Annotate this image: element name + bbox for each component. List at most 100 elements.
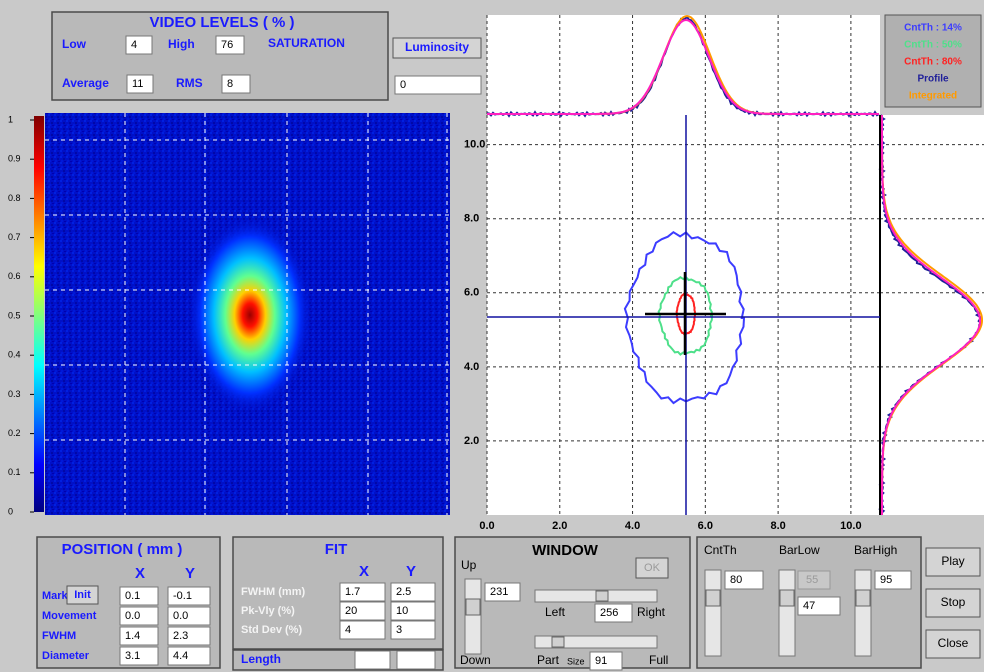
barlow-scroll[interactable] [778, 569, 796, 657]
legend-entry: CntTh : 80% [904, 57, 962, 68]
colorbar-tick-label: 1 [8, 114, 13, 124]
position-row-label: FWHM [42, 630, 76, 642]
y-tick-label: 2.0 [464, 435, 479, 447]
video-levels-panel [51, 11, 389, 101]
barlow-min-box [797, 570, 831, 590]
colorbar-tick-label: 0.1 [8, 467, 21, 477]
legend-entry: Profile [917, 74, 949, 85]
barhigh-value: 95 [880, 574, 892, 586]
rms-value-box[interactable] [221, 74, 251, 94]
barhigh-scroll[interactable] [854, 569, 872, 657]
position-y-box[interactable] [167, 586, 211, 606]
fit-x-box[interactable] [339, 582, 386, 602]
ok-button[interactable] [635, 557, 669, 579]
low-label: Low [62, 37, 87, 51]
barhigh-label: BarHigh [854, 543, 897, 557]
up-value-box[interactable] [484, 582, 521, 602]
side-fit [881, 115, 982, 515]
beam-spot [188, 217, 312, 413]
x-tick-label: 10.0 [840, 520, 861, 532]
fit-x: 20 [345, 605, 357, 617]
size-value-box[interactable] [589, 651, 623, 671]
init: Init [74, 589, 91, 601]
position-y-box[interactable] [167, 626, 211, 646]
fit-y: 10 [396, 605, 408, 617]
average-value: 11 [132, 78, 143, 90]
legend-entry: CntTh : 14% [904, 23, 962, 34]
part-label: Part [537, 653, 560, 667]
barhigh-value-box[interactable] [874, 570, 912, 590]
fit-x-box[interactable] [339, 601, 386, 621]
window-hscroll-bottom-thumb[interactable] [551, 636, 565, 648]
position-y: 2.3 [173, 630, 188, 642]
position-x-box[interactable] [119, 626, 159, 646]
fit-x: 1.7 [345, 586, 360, 598]
init-button[interactable] [66, 585, 99, 605]
window-vscroll[interactable] [464, 578, 482, 655]
barlow-value-box[interactable] [797, 596, 841, 616]
position-y: 0.0 [173, 610, 188, 622]
position-x-box[interactable] [119, 586, 159, 606]
fit-col-x: X [359, 563, 369, 580]
length-x-box[interactable] [354, 650, 391, 670]
luminosity-value: 0 [400, 79, 406, 91]
colorbar-tick-label: 0 [8, 506, 13, 516]
average-value-box[interactable] [126, 74, 154, 94]
up-value: 231 [490, 586, 508, 598]
y-tick-label: 8.0 [464, 213, 479, 225]
full-label: Full [649, 653, 668, 667]
fit-y-box[interactable] [390, 582, 436, 602]
fit-x-box[interactable] [339, 620, 386, 640]
position-y-box[interactable] [167, 606, 211, 626]
action-button[interactable] [925, 588, 981, 618]
position-col-y: Y [185, 565, 195, 582]
video-levels-title: VIDEO LEVELS ( % ) [149, 14, 294, 31]
position-x: 1.4 [125, 630, 140, 642]
length-y-box[interactable] [396, 650, 436, 670]
left-label: Left [545, 605, 566, 619]
fit-y-box[interactable] [390, 620, 436, 640]
colorbar [34, 116, 44, 512]
luminosity-value-box[interactable] [394, 75, 482, 95]
high-label: High [168, 37, 195, 51]
window-vscroll-thumb[interactable] [465, 598, 481, 616]
y-tick-label: 6.0 [464, 287, 479, 299]
length-label: Length [241, 652, 281, 666]
up-label: Up [461, 558, 477, 572]
position-x: 0.1 [125, 590, 140, 602]
window-hscroll-bottom[interactable] [534, 635, 658, 649]
fit-row-label: Std Dev (%) [241, 624, 302, 636]
cntth-value-box[interactable] [724, 570, 764, 590]
center-value-box[interactable] [594, 603, 633, 623]
top-fit [487, 19, 879, 115]
action: Close [938, 636, 969, 650]
action-button[interactable] [925, 629, 981, 659]
size-label: Size [567, 656, 585, 666]
position-x-box[interactable] [119, 606, 159, 626]
action: Stop [941, 595, 966, 609]
position-col-x: X [135, 565, 145, 582]
position-x-box[interactable] [119, 646, 159, 666]
cntth-scroll[interactable] [704, 569, 722, 657]
x-tick-label: 6.0 [698, 520, 713, 532]
x-tick-label: 8.0 [770, 520, 785, 532]
side-profile-area [880, 115, 984, 515]
legend-box [884, 14, 982, 108]
cntth-label: CntTh [704, 543, 737, 557]
cntth-scroll-thumb[interactable] [705, 589, 721, 607]
down-label: Down [460, 653, 491, 667]
window-hscroll-top-thumb[interactable] [595, 590, 609, 602]
low-value-box[interactable] [125, 35, 153, 55]
position-y-box[interactable] [167, 646, 211, 666]
luminosity-button[interactable] [392, 37, 482, 59]
barlow-scroll-thumb[interactable] [779, 589, 795, 607]
barhigh-scroll-thumb[interactable] [855, 589, 871, 607]
barlow-label: BarLow [779, 543, 820, 557]
luminosity: Luminosity [405, 40, 469, 54]
position-y: -0.1 [173, 590, 192, 602]
colorbar-tick-label: 0.7 [8, 232, 21, 242]
fit-y-box[interactable] [390, 601, 436, 621]
action-button[interactable] [925, 547, 981, 577]
high-value-box[interactable] [215, 35, 245, 55]
